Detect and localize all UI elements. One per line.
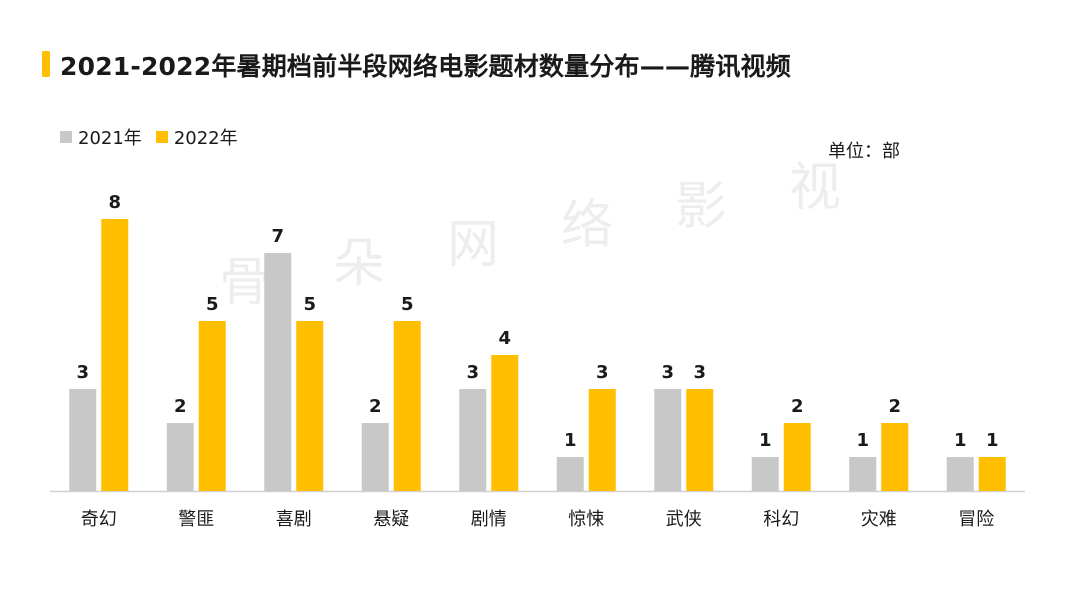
bar-2022-科幻 xyxy=(783,423,811,491)
bar-2021-剧情 xyxy=(459,389,487,491)
data-label: 3 xyxy=(693,362,706,383)
bar-2021-悬疑 xyxy=(361,423,389,491)
bar-2022-冒险 xyxy=(978,457,1006,491)
data-label: 1 xyxy=(759,430,772,451)
legend-swatch-2021 xyxy=(60,131,72,143)
bar-2022-悬疑 xyxy=(393,321,421,491)
data-label: 1 xyxy=(954,430,967,451)
category-label: 剧情 xyxy=(471,509,507,530)
category-label: 武侠 xyxy=(666,509,702,530)
unit-label: 单位：部 xyxy=(828,141,900,162)
legend-label-2021: 2021年 xyxy=(78,128,142,149)
category-label: 奇幻 xyxy=(81,509,117,530)
title-accent-bar xyxy=(42,51,50,77)
data-label: 3 xyxy=(466,362,479,383)
legend-label-2022: 2022年 xyxy=(173,128,238,149)
data-label: 8 xyxy=(108,192,121,213)
bar-2022-奇幻 xyxy=(101,219,129,491)
chart-title: 2021-2022年暑期档前半段网络电影题材数量分布——腾讯视频 xyxy=(60,52,791,81)
bar-2021-科幻 xyxy=(751,457,779,491)
bar-2022-武侠 xyxy=(686,389,714,491)
bar-2021-警匪 xyxy=(166,423,194,491)
data-label: 1 xyxy=(986,430,999,451)
category-label: 灾难 xyxy=(861,509,897,530)
data-label: 3 xyxy=(76,362,89,383)
data-label: 7 xyxy=(271,226,284,247)
data-label: 2 xyxy=(369,396,382,417)
data-label: 5 xyxy=(206,294,219,315)
data-label: 2 xyxy=(888,396,901,417)
legend-swatch-2022 xyxy=(155,131,168,143)
data-label: 3 xyxy=(661,362,674,383)
data-label: 5 xyxy=(303,294,316,315)
bar-2022-灾难 xyxy=(881,423,909,491)
category-label: 冒险 xyxy=(958,509,994,530)
legend: 2021年 2022年 xyxy=(60,124,252,150)
bar-2022-警匪 xyxy=(198,321,226,491)
data-label: 1 xyxy=(856,430,869,451)
bar-2021-武侠 xyxy=(654,389,682,491)
legend-item-2021: 2021年 xyxy=(60,124,142,150)
legend-item-2022: 2022年 xyxy=(155,124,238,150)
bar-2022-喜剧 xyxy=(296,321,324,491)
category-label: 警匪 xyxy=(178,509,214,530)
data-label: 3 xyxy=(596,362,609,383)
bar-2022-惊悚 xyxy=(588,389,616,491)
bar-2021-冒险 xyxy=(946,457,974,491)
bar-2022-剧情 xyxy=(491,355,519,491)
data-label: 4 xyxy=(498,328,511,349)
category-label: 悬疑 xyxy=(373,509,409,530)
data-label: 5 xyxy=(401,294,414,315)
data-label: 2 xyxy=(174,396,187,417)
category-label: 喜剧 xyxy=(276,509,312,530)
data-label: 2 xyxy=(791,396,804,417)
bar-2021-灾难 xyxy=(849,457,877,491)
bar-2021-喜剧 xyxy=(264,253,292,491)
data-label: 1 xyxy=(564,430,577,451)
category-label: 惊悚 xyxy=(568,509,604,530)
bar-2021-奇幻 xyxy=(69,389,97,491)
category-label: 科幻 xyxy=(763,509,799,530)
bar-2021-惊悚 xyxy=(556,457,584,491)
